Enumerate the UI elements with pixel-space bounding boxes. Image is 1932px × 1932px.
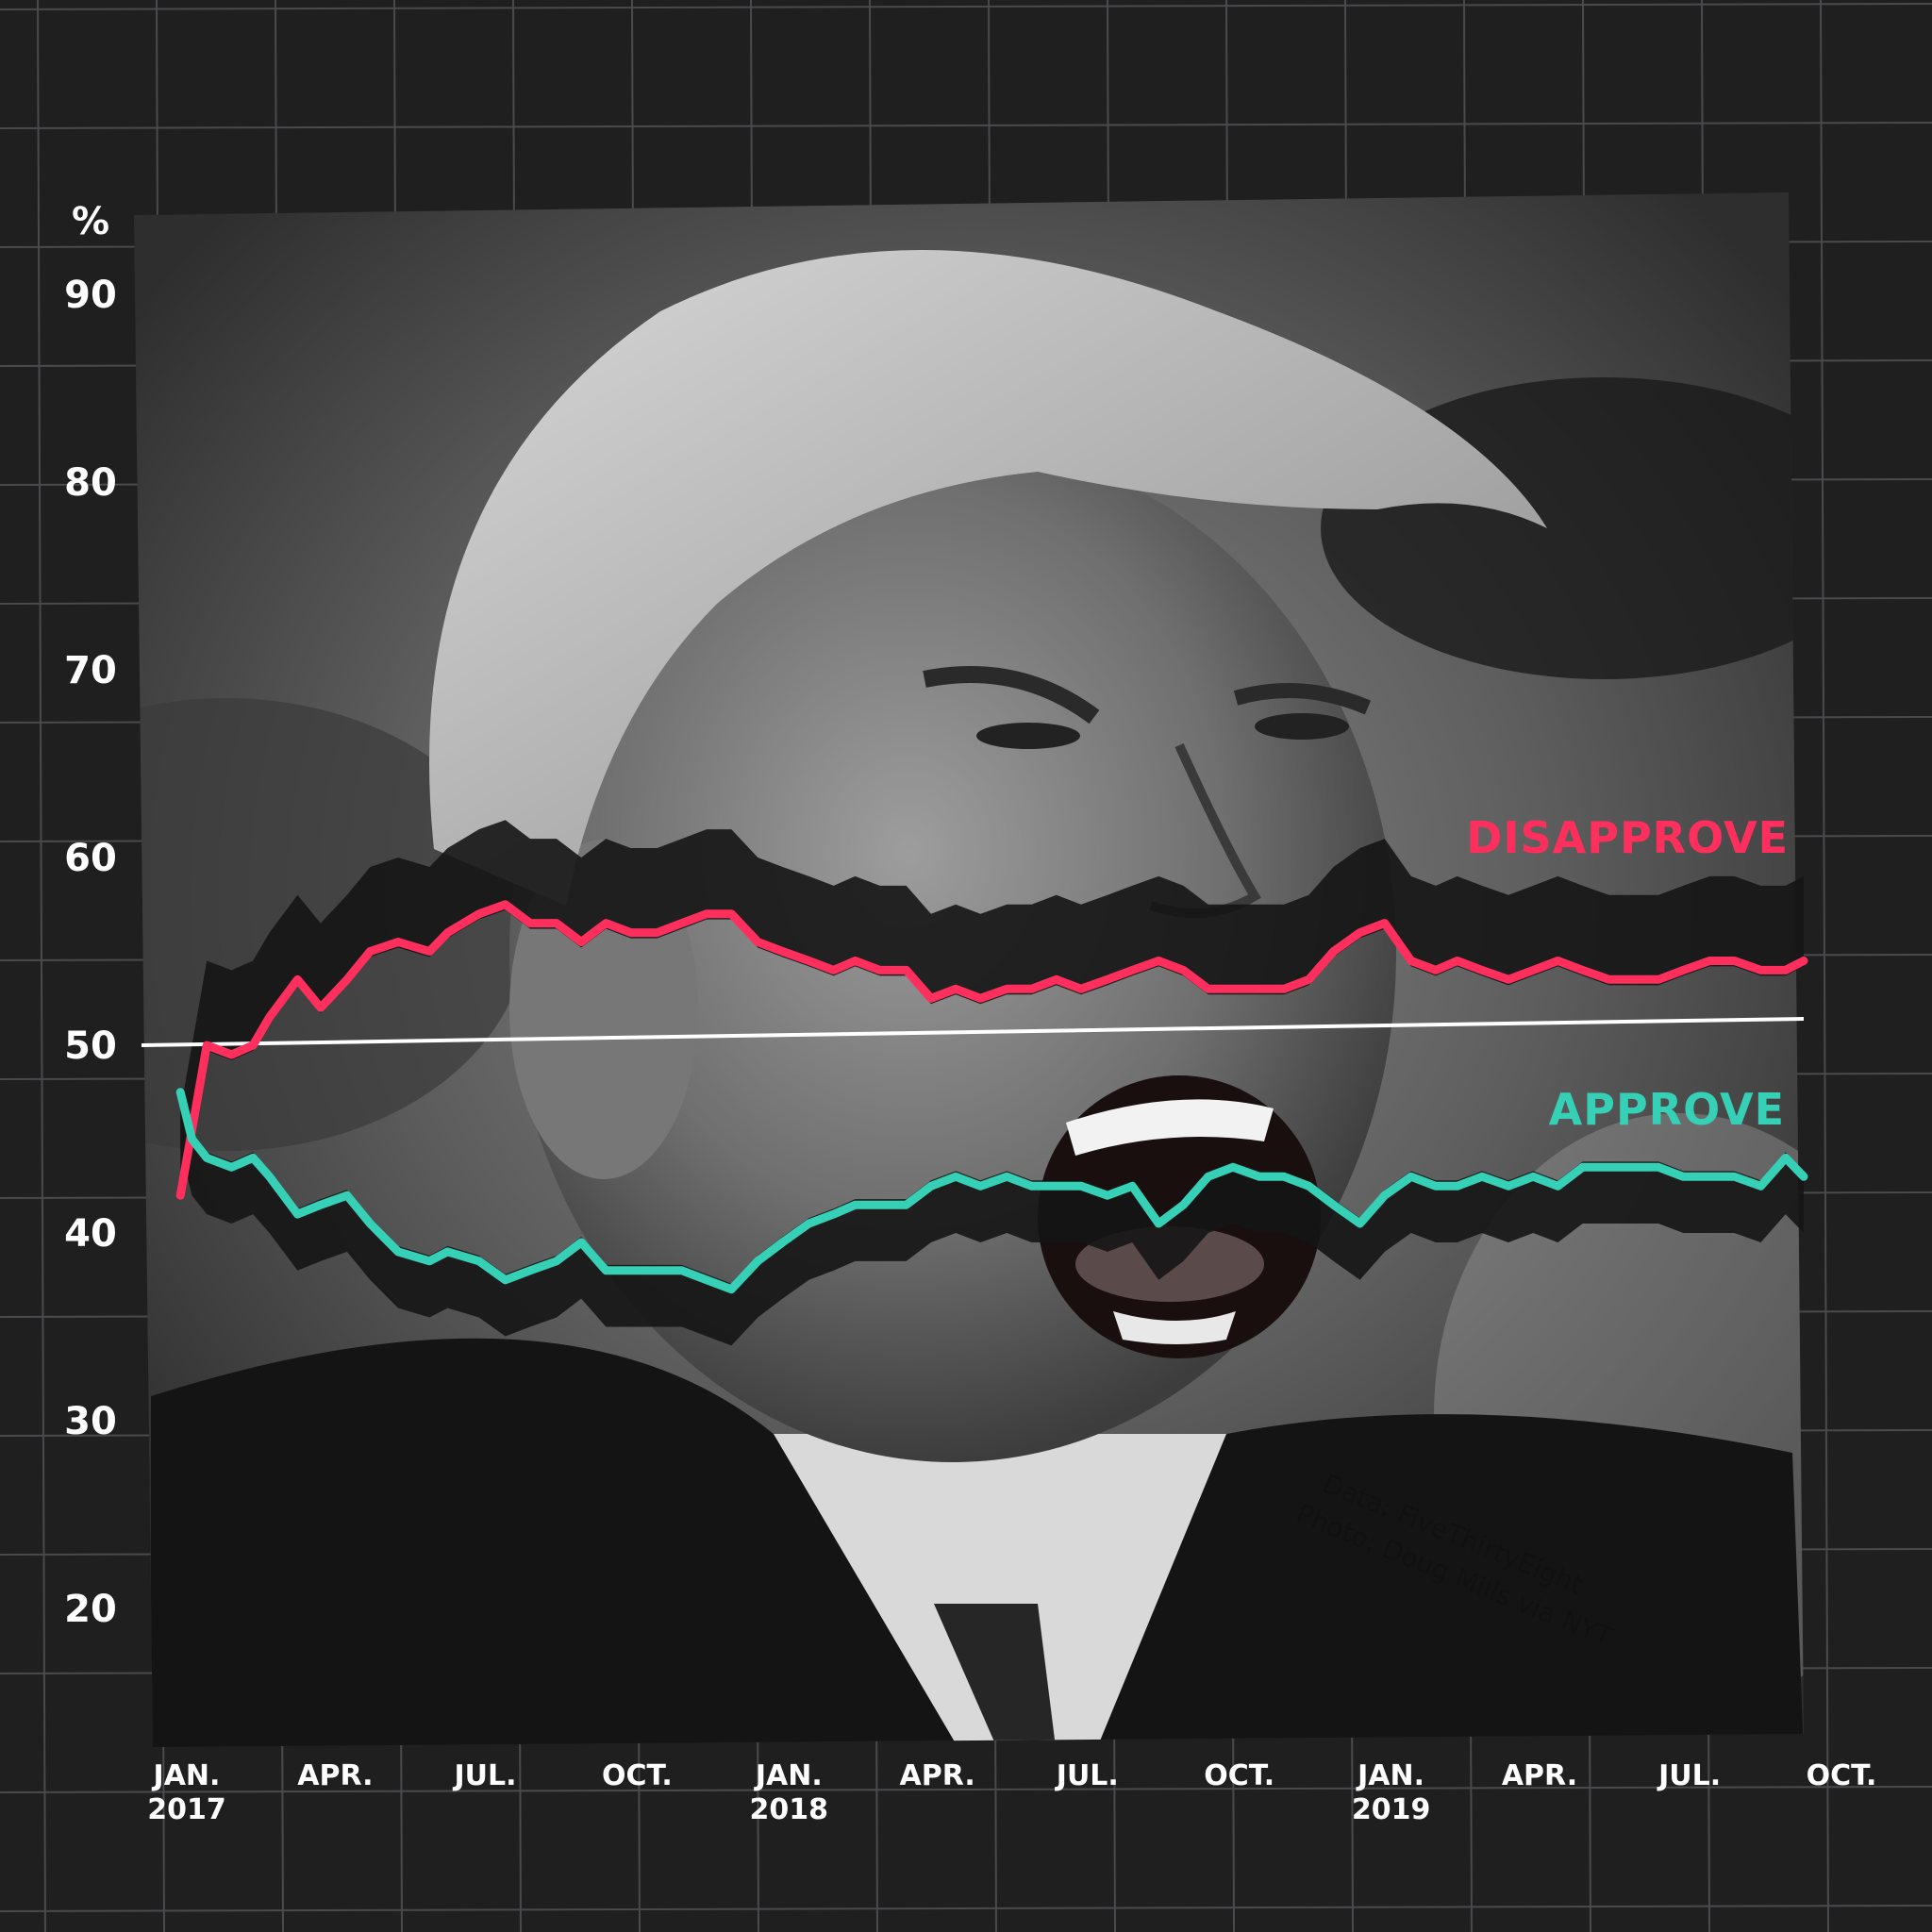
x-tick-label: APR. (297, 1759, 373, 1792)
grid-line-horizontal (0, 122, 1932, 129)
approve-series-label: APPROVE (1549, 1084, 1785, 1135)
x-tick-label: JAN. (1356, 1759, 1424, 1792)
fifty-percent-reference-line (141, 1017, 1805, 1047)
y-tick-label: 20 (64, 1588, 117, 1631)
x-tick-label: OCT. (1807, 1759, 1877, 1792)
series-shadow-band (180, 1086, 1804, 1346)
approve-series-line (175, 1088, 1808, 1294)
x-tick-label: JAN. (152, 1759, 221, 1792)
x-tick-label: JAN. (754, 1759, 823, 1792)
y-tick-label: 40 (64, 1212, 117, 1256)
x-tick-label: OCT. (602, 1759, 673, 1792)
series-shadow-bands (180, 820, 1804, 1346)
series-shadow-band (180, 820, 1804, 1202)
y-tick-label: 90 (64, 274, 117, 317)
x-tick-label: APR. (1502, 1759, 1577, 1792)
y-tick-label: 70 (64, 649, 117, 692)
y-tick-label: 60 (64, 837, 117, 880)
y-tick-label: 50 (64, 1024, 117, 1068)
disapprove-series-label: DISAPPROVE (1466, 812, 1789, 863)
x-tick-year-label: 2017 (147, 1793, 226, 1826)
y-tick-label: 30 (64, 1400, 117, 1443)
y-axis-unit-label: % (72, 200, 109, 243)
grid-line-vertical (37, 0, 46, 1932)
y-tick-label: 80 (64, 461, 117, 505)
y-axis: % 20 30 40 50 60 70 80 90 (64, 200, 117, 1631)
x-tick-label: JUL. (453, 1759, 517, 1792)
grid-line-horizontal (0, 1905, 1932, 1912)
series-lines (175, 900, 1808, 1294)
x-tick-label: APR. (900, 1759, 975, 1792)
x-tick-year-label: 2018 (750, 1793, 829, 1826)
x-tick-label: JUL. (1055, 1759, 1119, 1792)
grid-line-vertical (1820, 0, 1829, 1932)
x-tick-year-label: 2019 (1352, 1793, 1431, 1826)
disapprove-series-line (175, 900, 1808, 1200)
grid-line-horizontal (0, 1786, 1932, 1793)
grid-line-horizontal (0, 3, 1932, 10)
x-tick-label: JUL. (1657, 1759, 1721, 1792)
x-tick-label: OCT. (1204, 1759, 1274, 1792)
